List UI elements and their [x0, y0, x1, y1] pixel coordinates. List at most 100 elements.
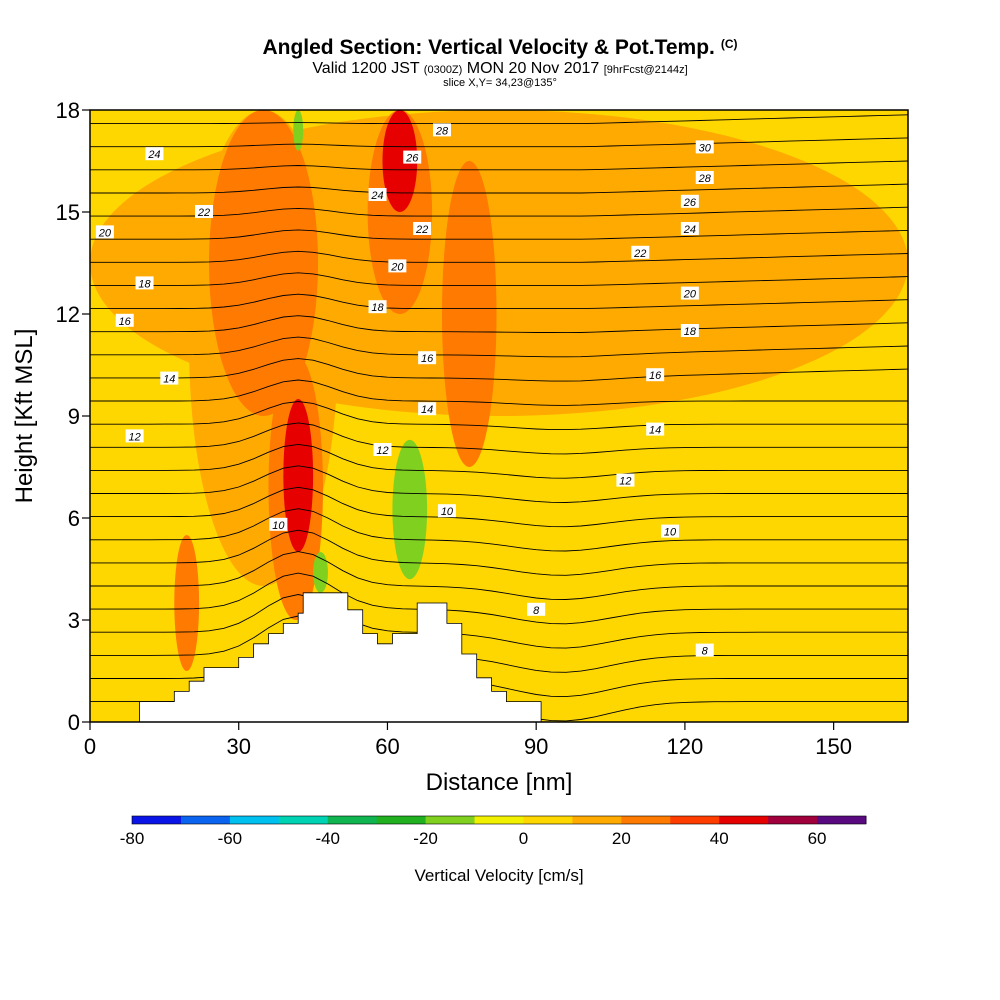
colorbar: -80 -60 -40 -20 0 20 40 60	[120, 815, 867, 848]
theta-contour-label: 28	[695, 171, 714, 185]
theta-contour-label: 16	[418, 351, 437, 365]
theta-contour-label: 20	[388, 259, 407, 273]
velocity-region	[174, 535, 200, 671]
contour-label-bg	[695, 643, 714, 657]
theta-contour-line	[90, 529, 908, 576]
theta-contour-line	[90, 272, 908, 286]
y-axis-title: Height [Kft MSL]	[11, 329, 38, 504]
theta-contour-line	[90, 443, 908, 479]
theta-contour-label: 10	[437, 504, 456, 518]
contour-label-text: 12	[619, 476, 631, 488]
theta-contour-label: 28	[432, 123, 451, 137]
colorbar-swatch	[572, 816, 622, 824]
contour-label-bg	[418, 351, 437, 365]
theta-contour-label: 24	[680, 222, 699, 236]
contour-label-text: 20	[98, 227, 112, 239]
velocity-region	[283, 399, 314, 552]
slice-info: slice X,Y= 34,23@135°	[443, 77, 557, 89]
contour-label-bg	[616, 473, 635, 487]
theta-contour-label: 8	[695, 643, 714, 658]
theta-contour-line	[90, 465, 908, 503]
colorbar-swatch	[327, 816, 378, 824]
theta-contour-line	[90, 615, 908, 673]
colorbar-swatch	[376, 816, 427, 824]
theta-contour-label: 14	[418, 402, 437, 416]
contour-label-text: 20	[683, 289, 697, 301]
colorbar-swatch	[523, 816, 573, 824]
theta-contour-line	[90, 183, 908, 194]
contour-label-text: 28	[698, 173, 712, 185]
contour-label-text: 10	[272, 520, 285, 532]
contour-label-bg	[368, 300, 387, 314]
colorbar-tick-label: 60	[808, 829, 827, 848]
contour-label-bg	[680, 286, 699, 300]
y-tick-label: 9	[68, 404, 80, 429]
theta-contour-label: 22	[631, 245, 650, 260]
theta-contour-line	[90, 594, 908, 649]
theta-contour-label: 22	[413, 222, 432, 236]
contour-label-bg	[145, 147, 164, 161]
theta-contour-label: 16	[115, 313, 134, 328]
theta-contour-line	[90, 336, 908, 358]
theta-contour-label: 8	[527, 602, 546, 617]
colorbar-tick-label: 20	[612, 829, 631, 848]
contour-label-text: 12	[128, 431, 140, 443]
theta-contour-label: 20	[680, 286, 699, 301]
contour-label-bg	[646, 422, 665, 436]
colorbar-tick-label: -80	[120, 829, 145, 848]
velocity-region	[392, 439, 428, 580]
contour-label-text: 24	[683, 224, 696, 236]
theta-contour-line	[90, 508, 908, 552]
theta-contour-label: 16	[646, 368, 665, 382]
contour-label-text: 22	[633, 248, 646, 260]
contour-label-text: 30	[699, 142, 712, 154]
y-tick-label: 0	[68, 710, 80, 735]
contour-label-text: 10	[441, 506, 454, 518]
contour-label-bg	[373, 443, 392, 456]
contour-label-bg	[413, 222, 432, 235]
contour-label-bg	[135, 276, 154, 290]
theta-contour-label: 12	[616, 473, 635, 488]
contour-label-bg	[388, 259, 407, 273]
contour-label-bg	[680, 222, 699, 235]
colorbar-swatch	[474, 816, 524, 824]
velocity-region	[208, 110, 319, 416]
theta-contour-label: 10	[269, 517, 288, 532]
theta-contour-line	[90, 250, 908, 263]
plot-area: 2422201816141210282624222018161412108302…	[90, 110, 908, 722]
theta-contour-line	[90, 358, 908, 382]
contour-label-bg	[680, 194, 699, 208]
forecast-info: [9hrFcst@2144z]	[603, 64, 688, 76]
colorbar-tick-label: 0	[519, 829, 528, 848]
contour-label-bg	[646, 368, 665, 382]
chart-title-text: Angled Section: Vertical Velocity & Pot.…	[262, 36, 715, 59]
theta-contours	[90, 114, 908, 722]
contour-label-bg	[95, 225, 114, 239]
colorbar-swatch	[768, 816, 818, 824]
theta-contour-label: 20	[95, 225, 114, 239]
contour-label-text: 24	[147, 149, 160, 161]
theta-contour-line	[90, 293, 908, 310]
contour-label-text: 16	[119, 316, 132, 328]
theta-contour-label: 26	[680, 194, 699, 209]
theta-contour-line	[90, 486, 908, 528]
terrain-mask	[90, 592, 542, 722]
x-tick-label: 120	[667, 734, 704, 759]
contour-label-text: 16	[421, 353, 434, 365]
colorbar-tick-label: -20	[413, 829, 438, 848]
colorbar-frame	[131, 815, 867, 825]
valid-time-utc: (0300Z)	[423, 64, 463, 76]
contour-label-text: 26	[405, 153, 419, 165]
colorbar-swatch	[670, 816, 720, 824]
theta-contour-label: 18	[680, 324, 699, 338]
contour-label-text: 18	[138, 278, 151, 290]
contour-label-bg	[695, 171, 714, 184]
velocity-region	[382, 110, 418, 212]
chart-subtitle: Valid 1200 JST (0300Z) MON 20 Nov 2017 […	[0, 60, 1000, 78]
valid-time: Valid 1200 JST	[312, 60, 420, 77]
contour-label-bg	[368, 188, 387, 201]
contour-label-text: 10	[664, 527, 677, 539]
contour-label-text: 14	[421, 404, 433, 416]
colorbar-tick-label: -60	[218, 829, 243, 848]
